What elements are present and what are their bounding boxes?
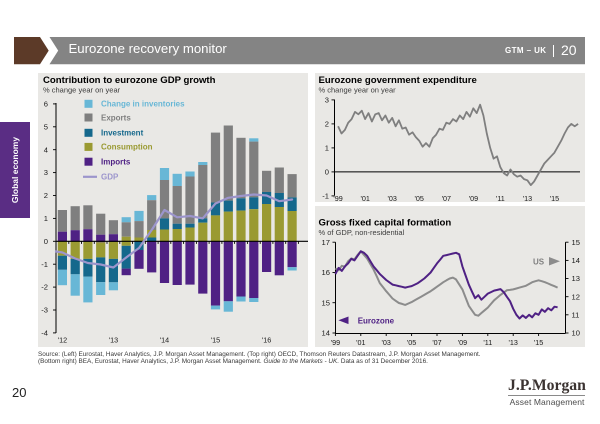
- svg-text:'99: '99: [333, 194, 342, 203]
- svg-text:Investment: Investment: [101, 129, 144, 138]
- svg-text:1: 1: [325, 144, 329, 153]
- svg-text:Contribution to eurozone GDP g: Contribution to eurozone GDP growth: [43, 75, 216, 86]
- svg-text:Imports: Imports: [101, 158, 131, 167]
- svg-text:17: 17: [322, 238, 330, 247]
- svg-text:'07: '07: [442, 194, 451, 203]
- svg-text:10: 10: [572, 329, 580, 338]
- svg-text:0: 0: [44, 237, 48, 246]
- svg-text:-1: -1: [41, 260, 48, 269]
- svg-text:11: 11: [572, 310, 580, 319]
- svg-text:'11: '11: [496, 194, 505, 203]
- svg-text:'07: '07: [432, 338, 441, 347]
- svg-text:16: 16: [322, 268, 330, 277]
- svg-text:'13: '13: [523, 194, 532, 203]
- svg-text:'05: '05: [407, 338, 416, 347]
- svg-text:-3: -3: [41, 306, 48, 315]
- svg-text:-1: -1: [322, 192, 329, 201]
- svg-text:0: 0: [325, 168, 329, 177]
- svg-text:'09: '09: [458, 338, 467, 347]
- svg-text:5: 5: [44, 122, 48, 131]
- svg-text:Eurozone government expenditur: Eurozone government expenditure: [319, 75, 477, 86]
- svg-text:'15: '15: [550, 194, 559, 203]
- svg-text:'15: '15: [211, 336, 220, 345]
- svg-text:'16: '16: [262, 336, 271, 345]
- svg-text:'99: '99: [331, 338, 340, 347]
- svg-text:14: 14: [322, 329, 330, 338]
- svg-text:Exports: Exports: [101, 113, 131, 122]
- svg-text:'11: '11: [483, 338, 492, 347]
- svg-text:'03: '03: [382, 338, 391, 347]
- svg-text:% change year on year: % change year on year: [43, 86, 121, 95]
- svg-text:Eurozone: Eurozone: [358, 316, 395, 325]
- svg-text:12: 12: [572, 292, 580, 301]
- svg-text:'09: '09: [469, 194, 478, 203]
- svg-text:Gross fixed capital formation: Gross fixed capital formation: [319, 218, 452, 229]
- svg-text:'14: '14: [160, 336, 169, 345]
- svg-text:'03: '03: [388, 194, 397, 203]
- svg-text:US: US: [533, 257, 545, 266]
- svg-text:14: 14: [572, 256, 580, 265]
- svg-text:Change in inventories: Change in inventories: [101, 100, 185, 109]
- svg-text:13: 13: [572, 274, 580, 283]
- svg-text:3: 3: [44, 168, 48, 177]
- svg-text:2: 2: [325, 120, 329, 129]
- svg-text:'13: '13: [109, 336, 118, 345]
- svg-text:'01: '01: [356, 338, 365, 347]
- svg-text:'01: '01: [361, 194, 370, 203]
- svg-text:-2: -2: [41, 283, 48, 292]
- svg-text:15: 15: [322, 298, 330, 307]
- svg-text:Consumption: Consumption: [101, 143, 153, 152]
- svg-text:1: 1: [44, 214, 48, 223]
- svg-text:4: 4: [44, 145, 48, 154]
- svg-text:% change year on year: % change year on year: [319, 86, 397, 95]
- svg-text:'13: '13: [509, 338, 518, 347]
- svg-text:% of GDP, non-residential: % of GDP, non-residential: [319, 228, 405, 237]
- svg-text:6: 6: [44, 100, 48, 109]
- svg-text:15: 15: [572, 238, 580, 247]
- svg-text:'12: '12: [58, 336, 67, 345]
- svg-text:'15: '15: [534, 338, 543, 347]
- svg-text:-4: -4: [41, 329, 48, 338]
- svg-text:GDP: GDP: [101, 173, 119, 182]
- svg-text:3: 3: [325, 96, 329, 105]
- svg-text:'05: '05: [415, 194, 424, 203]
- svg-text:2: 2: [44, 191, 48, 200]
